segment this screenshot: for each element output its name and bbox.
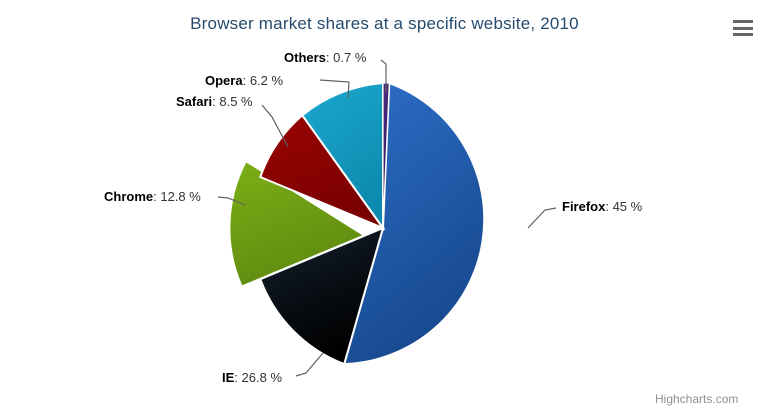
datalabel-others-value: 0.7 % [333,50,367,65]
pie-slice-group [228,81,486,366]
page-title: Browser market shares at a specific webs… [190,14,579,33]
datalabel-firefox-separator: : [605,199,613,214]
pie-slice-chrome[interactable] [228,159,367,288]
connector-chrome [217,196,246,206]
datalabel-others: Others: 0.7 % [284,50,366,65]
pie-slice-ie[interactable] [259,226,385,366]
hamburger-bar-1 [733,20,753,23]
hamburger-bar-2 [733,26,753,30]
datalabel-ie: IE: 26.8 % [222,370,282,385]
datalabel-firefox: Firefox: 45 % [562,199,642,214]
datalabel-chrome-separator: : [153,189,161,204]
datalabel-firefox-name: Firefox [562,199,606,214]
datalabel-safari-name: Safari [176,94,213,109]
datalabel-others-name: Others [284,50,326,65]
datalabel-ie-value: 26.8 % [241,370,283,385]
datalabel-safari-value: 8.5 % [219,94,253,109]
hamburger-menu-icon[interactable] [731,19,755,37]
connector-firefox [527,207,557,229]
connector-ie [295,352,324,377]
datalabel-ie-separator: : [234,370,242,385]
datalabel-chrome-name: Chrome [104,189,154,204]
datalabel-ie-name: IE [222,370,235,385]
label-connectors [217,59,557,377]
connector-safari [261,104,289,148]
datalabel-others-separator: : [325,50,334,65]
datalabel-chrome: Chrome: 12.8 % [104,189,201,204]
connector-opera [319,79,350,99]
connector-others [380,59,387,93]
datalabel-chrome-value: 12.8 % [160,189,201,204]
pie-slice-opera[interactable] [300,81,384,232]
datalabel-firefox-value: 45 % [612,199,643,214]
credits-link[interactable]: Highcharts.com [655,392,739,406]
datalabel-safari: Safari: 8.5 % [176,94,253,109]
datalabel-safari-separator: : [212,94,220,109]
pie-slice-firefox[interactable] [342,81,486,366]
datalabel-opera: Opera: 6.2 % [205,73,283,88]
datalabel-opera-value: 6.2 % [249,73,284,88]
datalabel-opera-name: Opera [205,73,243,88]
hamburger-bar-3 [733,33,753,36]
datalabel-opera-separator: : [242,73,250,88]
